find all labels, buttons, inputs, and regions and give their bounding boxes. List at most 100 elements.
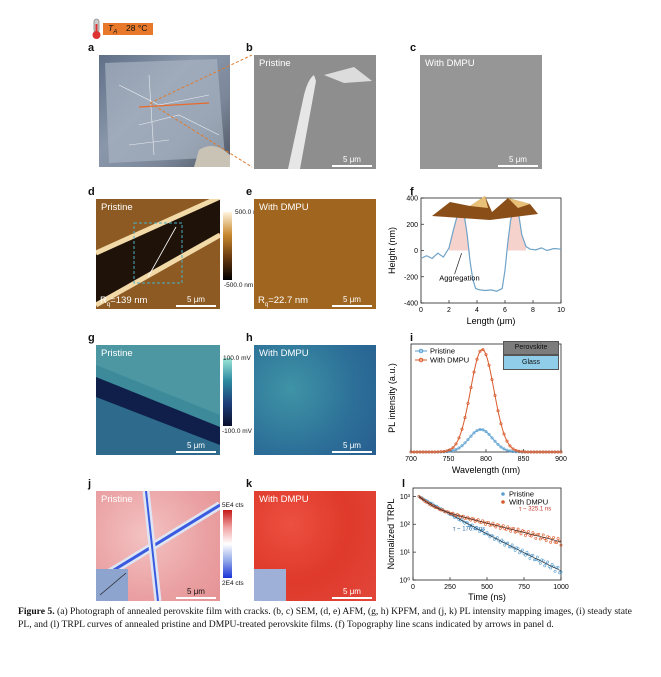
data-point — [505, 439, 509, 443]
afm-3d-inset — [432, 196, 538, 220]
data-point — [531, 553, 535, 557]
data-point — [472, 517, 476, 521]
kpfm-pristine-tag: Pristine — [101, 348, 133, 359]
data-point — [510, 527, 514, 531]
data-point — [556, 565, 560, 569]
data-point — [430, 450, 434, 454]
legend-marker — [501, 500, 505, 504]
data-point — [544, 562, 548, 566]
pl-colorbar-top: 5E4 cts — [222, 502, 244, 509]
panel-letter-b: b — [246, 42, 253, 54]
data-point — [550, 562, 554, 566]
y-axis-label: Normalized TRPL — [386, 499, 396, 570]
data-point — [529, 534, 533, 538]
data-point — [502, 447, 506, 451]
rq-pristine: Rq=139 nm — [100, 295, 148, 308]
x-tick-label: 850 — [518, 456, 530, 463]
y-tick-label: -200 — [404, 274, 418, 281]
rq-dmpu: Rq=22.7 nm — [258, 295, 309, 308]
data-point — [524, 533, 527, 537]
data-point — [488, 535, 492, 539]
data-point — [516, 527, 520, 531]
data-point — [478, 520, 482, 524]
caption-label: Figure 5. — [18, 606, 55, 617]
data-point — [526, 450, 530, 454]
data-point — [528, 556, 532, 560]
kpfm-colorbar — [223, 358, 232, 426]
data-point — [454, 448, 458, 452]
data-point — [559, 450, 563, 454]
data-point — [451, 511, 455, 515]
data-point — [543, 564, 547, 568]
sem-pristine-tag: Pristine — [259, 58, 291, 69]
data-point — [527, 530, 530, 533]
panel-letter-a: a — [88, 42, 95, 54]
pl-map-dmpu-tag: With DMPU — [259, 494, 309, 505]
afm-colorbar — [223, 212, 232, 280]
data-point — [556, 450, 560, 454]
data-point — [523, 450, 527, 454]
data-point — [546, 560, 550, 564]
data-point — [490, 436, 494, 440]
x-tick-label: 0 — [419, 307, 423, 314]
data-point — [501, 524, 505, 528]
data-point — [426, 501, 430, 505]
data-point — [457, 436, 461, 440]
data-point — [559, 543, 563, 547]
data-point — [547, 450, 551, 454]
x-tick-label: 800 — [480, 456, 492, 463]
data-point — [512, 526, 516, 530]
data-point — [439, 450, 443, 454]
afm-pristine-tag: Pristine — [101, 202, 133, 213]
data-point — [487, 432, 491, 436]
data-point — [559, 570, 563, 574]
scale-bar-e: 5 μm — [332, 295, 372, 307]
data-point — [541, 533, 545, 537]
kpfm-colorbar-bottom: -100.0 mV — [222, 428, 252, 435]
data-point — [435, 506, 439, 510]
scale-bar-g: 5 μm — [176, 441, 216, 453]
x-tick-label: 500 — [481, 584, 493, 591]
data-point — [553, 569, 557, 573]
pl-colorbar-bottom: 2E4 cts — [222, 580, 244, 587]
tau-label-pristine: τ ~ 176.4 ns — [453, 526, 485, 532]
data-point — [418, 450, 422, 454]
data-point — [484, 353, 488, 357]
scale-bar-h: 5 μm — [332, 441, 372, 453]
data-point — [478, 349, 482, 353]
data-point — [514, 448, 518, 452]
panel-letter-h: h — [246, 332, 253, 344]
tau-label-dmpu: τ ~ 325.1 ns — [519, 507, 551, 513]
y-tick-label: 10¹ — [400, 550, 411, 557]
afm-dmpu-tag: With DMPU — [259, 202, 309, 213]
legend-marker — [418, 348, 424, 354]
chart-trpl: 0 250 500 750 1000 10⁰ 10¹ 10² 10³ Time (ns) Norma… — [386, 487, 569, 602]
pl-colorbar — [223, 510, 232, 578]
panel-letter-c: c — [410, 42, 417, 54]
data-point — [511, 447, 515, 451]
data-point — [531, 531, 535, 535]
optical-inset-dmpu — [254, 569, 286, 601]
data-point — [509, 529, 513, 533]
data-point — [448, 512, 452, 516]
data-point — [424, 450, 428, 454]
data-point — [493, 537, 496, 541]
legend-marker — [501, 492, 505, 496]
data-point — [550, 450, 554, 454]
data-point — [534, 536, 538, 540]
legend-label: Pristine — [430, 347, 455, 356]
caption-text: (a) Photograph of annealed perovskite fi… — [18, 606, 632, 630]
data-point — [505, 448, 509, 452]
data-point — [499, 422, 503, 426]
film-stack-inset: Perovskite Glass — [503, 341, 559, 370]
data-point — [487, 533, 490, 537]
data-point — [547, 565, 551, 568]
data-point — [424, 500, 428, 504]
x-axis-label: Length (μm) — [467, 316, 516, 326]
y-axis-label: Height (nm) — [387, 227, 397, 274]
data-point — [553, 540, 557, 544]
data-point — [460, 427, 464, 431]
data-point — [469, 386, 473, 390]
data-point — [433, 450, 437, 454]
data-point — [491, 521, 495, 525]
